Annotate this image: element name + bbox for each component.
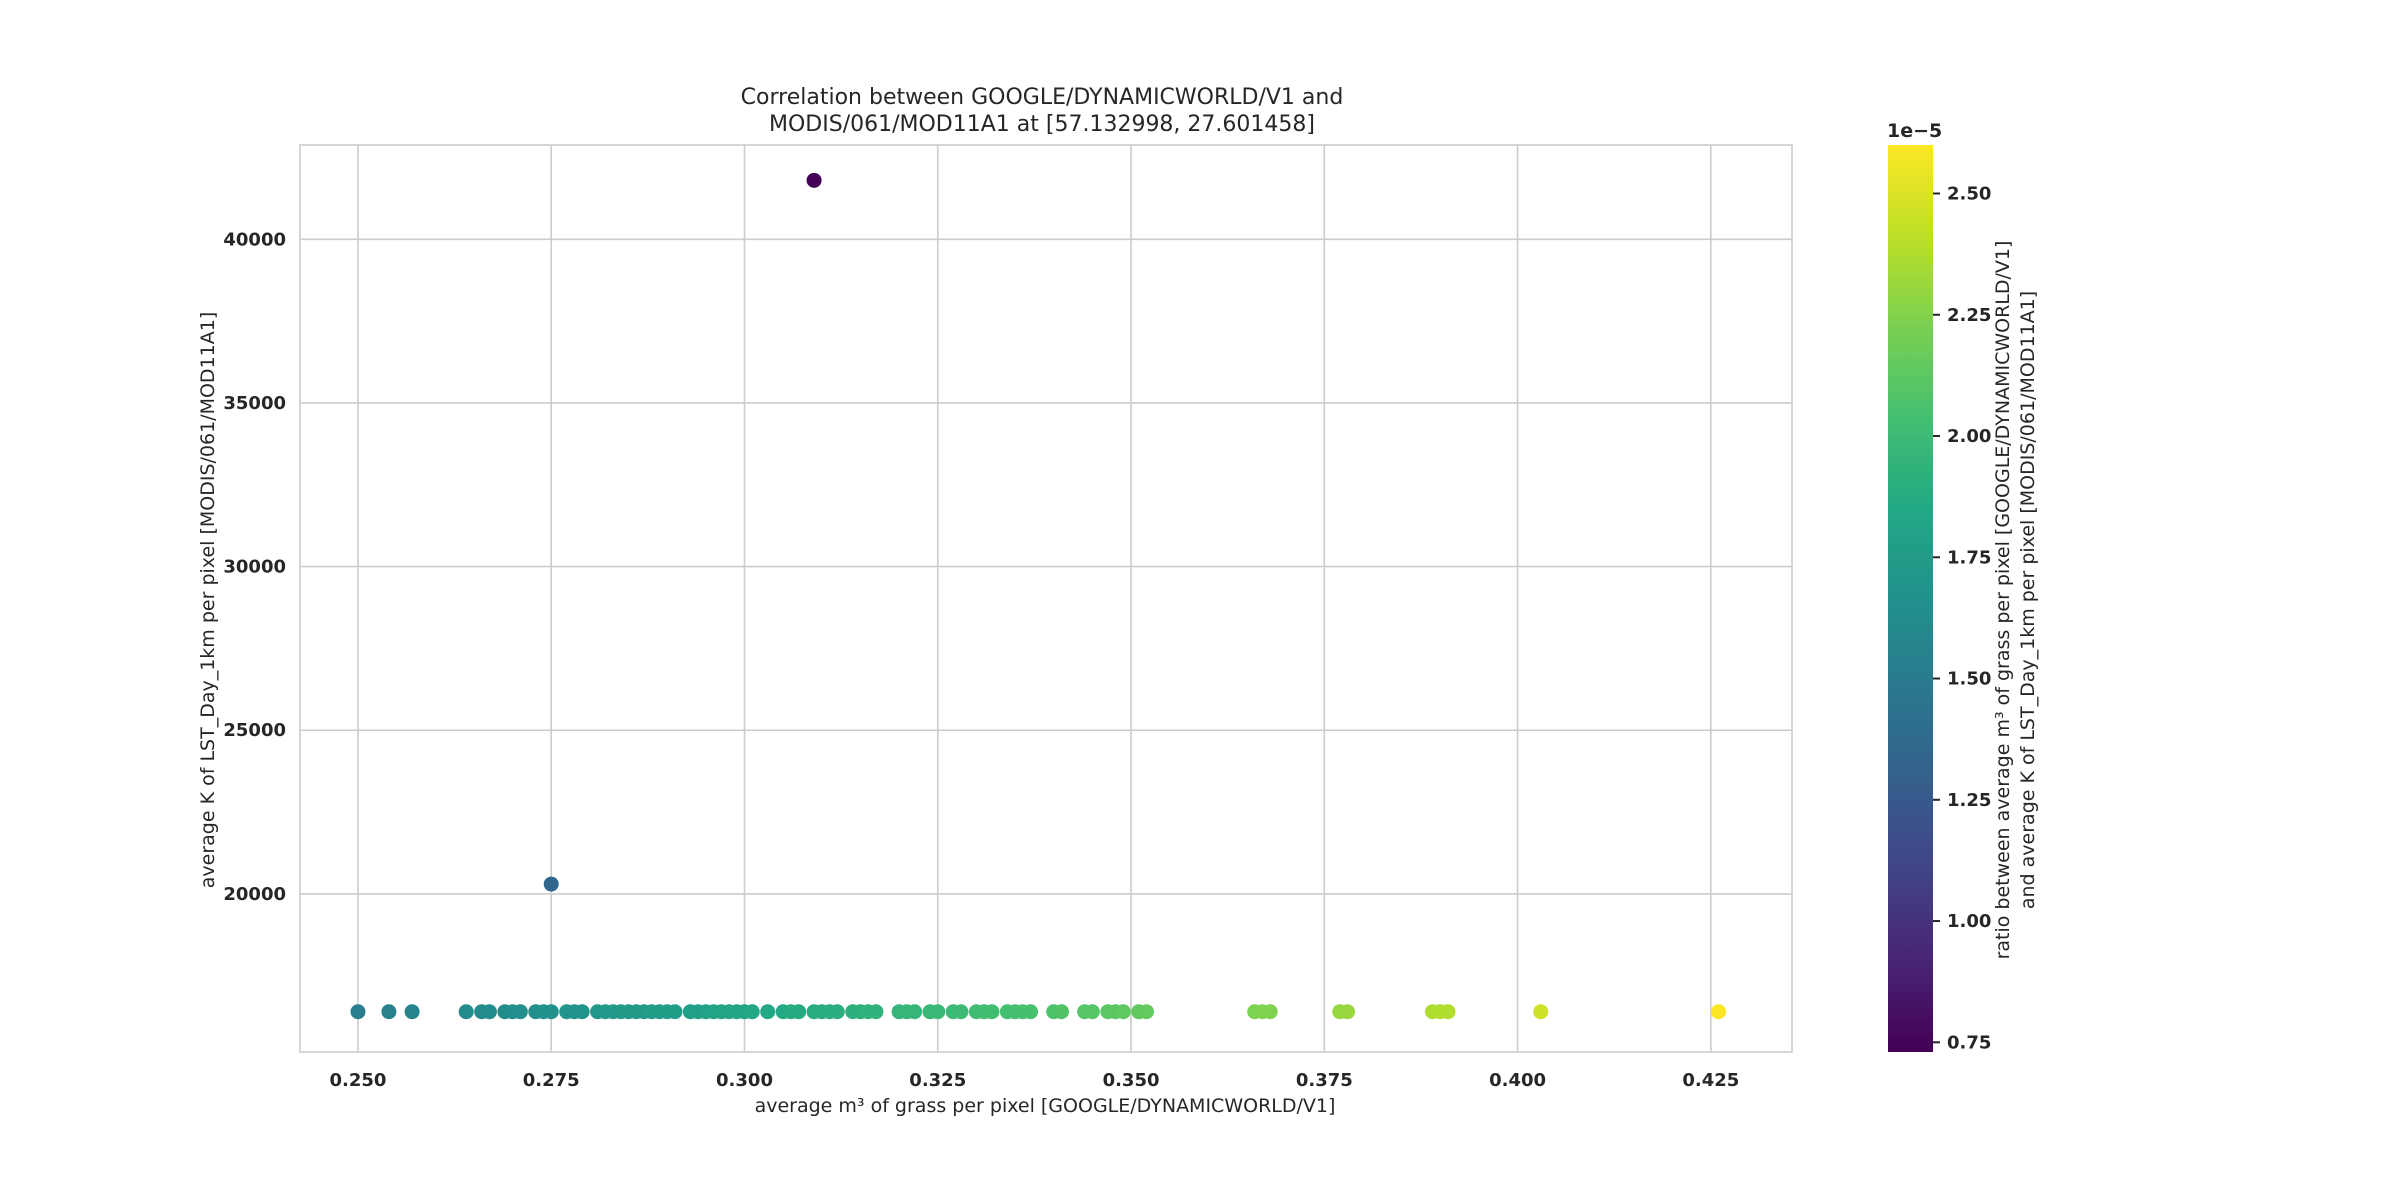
colorbar-tick-label: 1.00: [1947, 911, 1991, 932]
colorbar: 1e−5 0.75 1.00 1.25 1.50 1.75 2.00 2.25 2.50 ra…: [1887, 120, 2039, 1053]
scatter-point: [868, 1004, 884, 1020]
scatter-point: [350, 1004, 366, 1020]
chart-title-line-2: MODIS/061/MOD11A1 at [57.132998, 27.6014…: [769, 112, 1315, 137]
scatter-point: [829, 1004, 845, 1020]
x-tick-label: 0.250: [330, 1070, 387, 1091]
y-tick-labels: 20000 25000 30000 35000 40000: [223, 229, 286, 905]
scatter-point: [458, 1004, 474, 1020]
x-tick-label: 0.325: [909, 1070, 966, 1091]
colorbar-label-line-1: ratio between average m³ of grass per pi…: [1992, 241, 2014, 960]
scatter-point: [667, 1004, 683, 1020]
scatter-point: [791, 1004, 807, 1020]
y-tick-label: 25000: [223, 720, 286, 741]
scatter-point: [574, 1004, 590, 1020]
scatter-point: [760, 1004, 776, 1020]
y-tick-label: 35000: [223, 393, 286, 414]
scatter-point: [543, 876, 559, 892]
colorbar-ticks: 0.75 1.00 1.25 1.50 1.75 2.00 2.25 2.50: [1933, 184, 1991, 1053]
x-tick-label: 0.400: [1489, 1070, 1546, 1091]
grid-lines: [300, 145, 1792, 1052]
colorbar-tick-label: 1.25: [1947, 790, 1991, 811]
scatter-point: [806, 172, 822, 188]
x-tick-label: 0.300: [716, 1070, 773, 1091]
colorbar-tick-label: 2.50: [1947, 184, 1991, 205]
scatter-point: [953, 1004, 969, 1020]
scatter-point: [907, 1004, 923, 1020]
scatter-point: [1533, 1004, 1549, 1020]
scatter-point: [481, 1004, 497, 1020]
colorbar-tick-label: 1.50: [1947, 669, 1991, 690]
scatter-point: [404, 1004, 420, 1020]
plot-area: 0.250 0.275 0.300 0.325 0.350 0.375 0.400 0.425…: [223, 144, 1793, 1091]
scatter-point: [744, 1004, 760, 1020]
scatter-point: [1084, 1004, 1100, 1020]
scatter-point: [1339, 1004, 1355, 1020]
x-tick-labels: 0.250 0.275 0.300 0.325 0.350 0.375 0.400 0.425: [330, 1070, 1740, 1091]
scatter-point: [1440, 1004, 1456, 1020]
colorbar-tick-label: 1.75: [1947, 547, 1991, 568]
x-tick-label: 0.425: [1682, 1070, 1739, 1091]
colorbar-tick-label: 2.25: [1947, 305, 1991, 326]
y-axis-label: average K of LST_Day_1km per pixel [MODI…: [197, 312, 219, 888]
scatter-point: [1023, 1004, 1039, 1020]
y-tick-label: 20000: [223, 884, 286, 905]
colorbar-tick-label: 0.75: [1947, 1032, 1991, 1053]
scatter-point: [1262, 1004, 1278, 1020]
x-axis-label: average m³ of grass per pixel [GOOGLE/DY…: [755, 1095, 1336, 1117]
colorbar-gradient: [1888, 145, 1933, 1052]
y-tick-label: 30000: [223, 557, 286, 578]
x-tick-label: 0.375: [1296, 1070, 1353, 1091]
x-tick-label: 0.350: [1103, 1070, 1160, 1091]
scatter-points: [350, 172, 1727, 1020]
y-tick-label: 40000: [223, 229, 286, 250]
chart-title-line-1: Correlation between GOOGLE/DYNAMICWORLD/…: [741, 85, 1344, 110]
colorbar-exponent-label: 1e−5: [1887, 120, 1942, 142]
scatter-point: [930, 1004, 946, 1020]
scatter-point: [1138, 1004, 1154, 1020]
scatter-point: [1115, 1004, 1131, 1020]
scatter-point: [543, 1004, 559, 1020]
scatter-point: [1711, 1004, 1727, 1020]
x-tick-label: 0.275: [523, 1070, 580, 1091]
scatter-point: [1053, 1004, 1069, 1020]
plot-frame: [299, 144, 1793, 1053]
colorbar-tick-label: 2.00: [1947, 426, 1991, 447]
scatter-point: [984, 1004, 1000, 1020]
scatter-point: [381, 1004, 397, 1020]
scatter-point: [512, 1004, 528, 1020]
colorbar-label-line-2: and average K of LST_Day_1km per pixel […: [2017, 291, 2039, 909]
